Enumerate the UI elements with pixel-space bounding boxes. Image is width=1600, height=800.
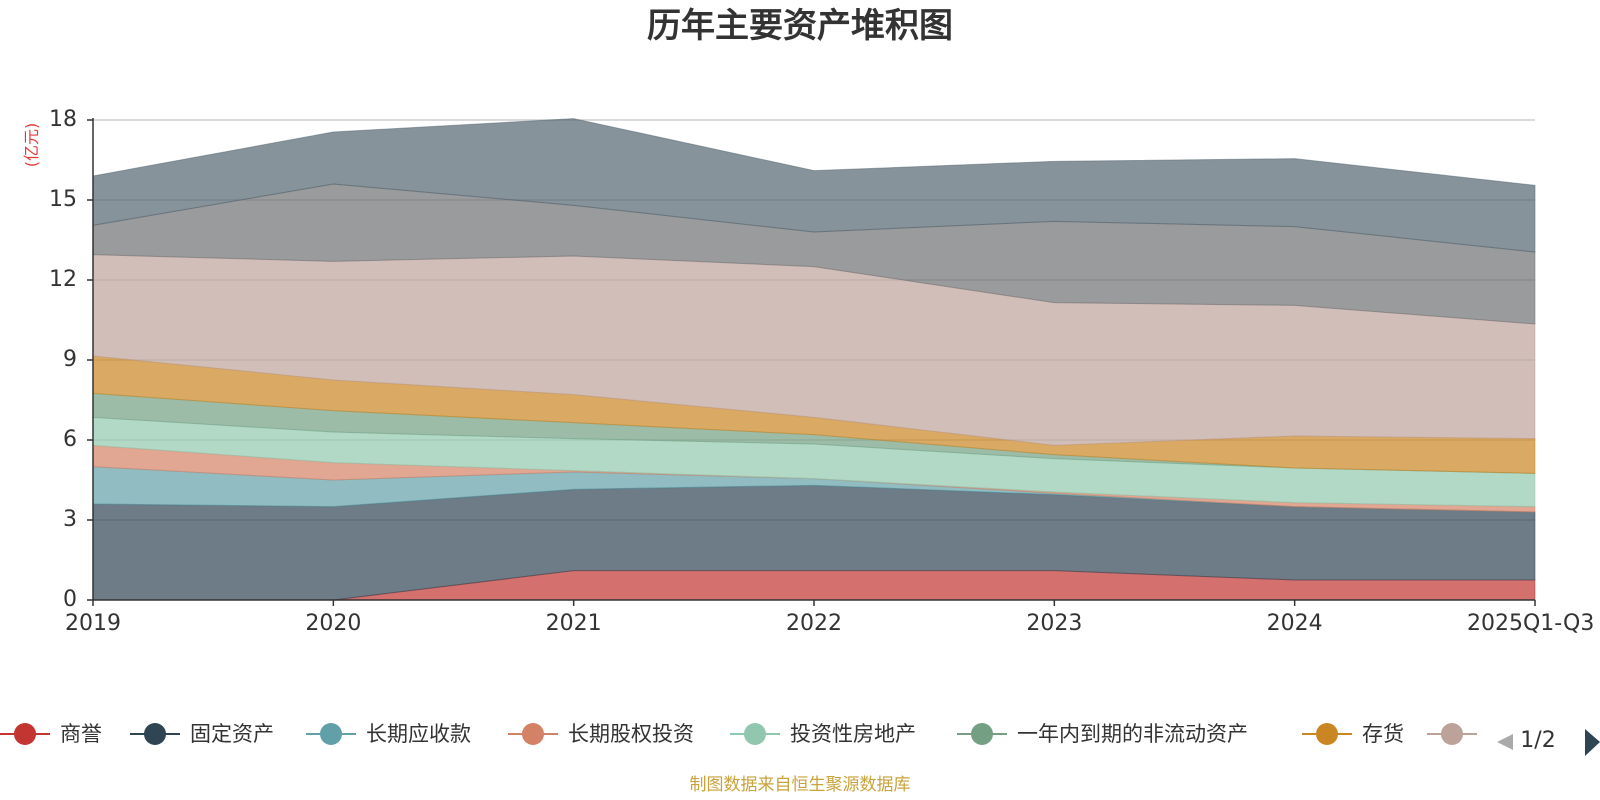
legend-label: 投资性房地产 [790,722,916,746]
area-series [92,118,1536,601]
legend-label: 一年内到期的非流动资产 [1017,722,1248,746]
y-tick-label: 0 [63,587,77,612]
y-tick-label: 3 [63,507,77,532]
x-tick-label: 2023 [1026,611,1082,636]
legend-label: 长期股权投资 [568,722,694,746]
legend-item-6[interactable]: 一年内到期的非流动资产 [957,722,1248,746]
legend-marker-icon [971,723,993,745]
chart-title: 历年主要资产堆积图 [647,6,953,46]
legend-label: 长期应收款 [366,722,471,746]
legend[interactable]: 商誉 固定资产 长期应收款 长期股权投资 投资性房地产 一年内到期的非流动资产 存货 [0,722,1477,746]
legend-next-page-icon[interactable] [1585,729,1600,756]
y-tick-label: 15 [49,187,77,212]
x-tick-label: 2025Q1-Q3 [1467,611,1594,636]
y-tick-label: 9 [63,347,77,372]
y-axis-unit-label: (亿元) [22,123,41,168]
x-tick-label: 2022 [786,611,842,636]
x-tick-label: 2019 [65,611,121,636]
legend-item-4[interactable]: 长期股权投资 [508,722,694,746]
legend-marker-icon [522,723,544,745]
legend-item-1[interactable]: 商誉 [0,722,102,746]
legend-page-indicator: 1/2 [1520,728,1555,753]
area-series-10[interactable] [92,118,1536,253]
x-tick-label: 2020 [305,611,361,636]
y-axis-ticks: 0 3 6 9 12 15 18 [49,107,93,612]
legend-marker-icon [144,723,166,745]
x-axis-ticks: 2019 2020 2021 2022 2023 2024 2025Q1-Q3 [65,600,1594,636]
y-tick-label: 12 [49,267,77,292]
legend-label: 固定资产 [190,722,274,746]
x-tick-label: 2021 [546,611,602,636]
legend-prev-page-icon[interactable] [1497,734,1513,750]
legend-item-5[interactable]: 投资性房地产 [730,722,916,746]
legend-pager[interactable]: 1/2 [1497,728,1600,756]
data-source-note: 制图数据来自恒生聚源数据库 [690,775,911,795]
y-tick-label: 18 [49,107,77,132]
legend-marker-icon [320,723,342,745]
legend-marker-icon [1316,723,1338,745]
legend-item-7[interactable]: 存货 [1302,722,1404,746]
y-tick-label: 6 [63,427,77,452]
legend-marker-icon [744,723,766,745]
legend-item-2[interactable]: 固定资产 [130,722,274,746]
legend-label: 商誉 [60,722,102,746]
legend-marker-icon [1441,723,1463,745]
legend-marker-icon [14,723,36,745]
legend-label: 存货 [1362,722,1404,746]
x-tick-label: 2024 [1267,611,1323,636]
legend-item-8[interactable] [1427,723,1477,745]
legend-item-3[interactable]: 长期应收款 [306,722,471,746]
